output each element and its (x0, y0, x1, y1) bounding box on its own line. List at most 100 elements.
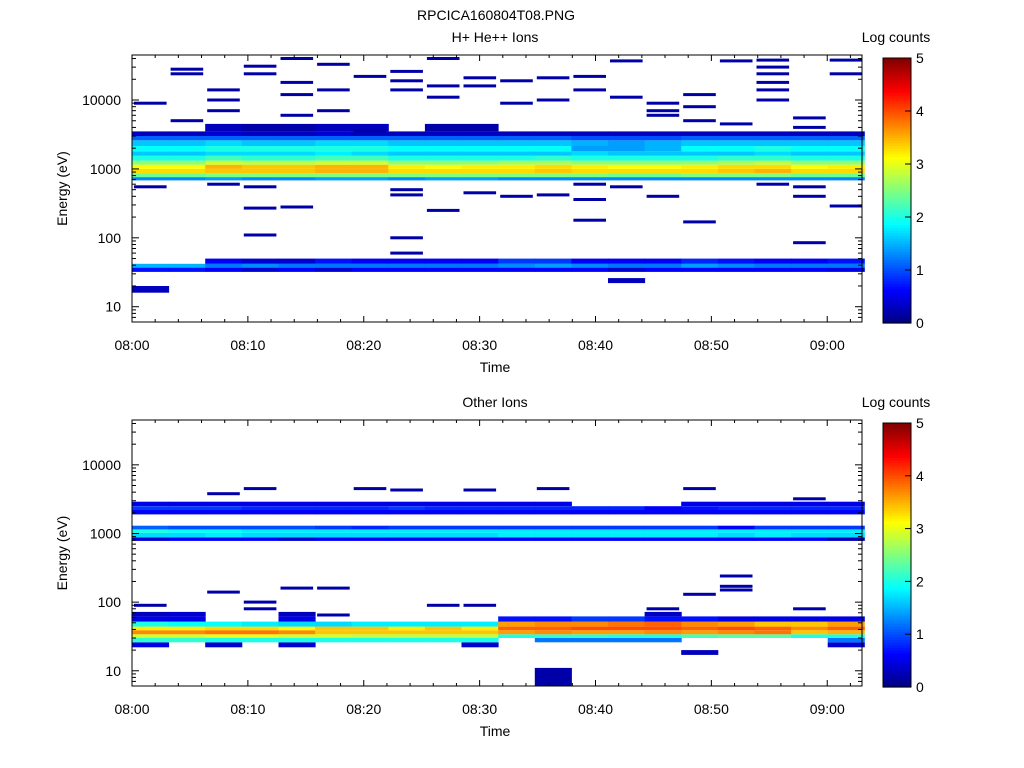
heatmap-cell (754, 263, 792, 268)
x-tick-label: 08:30 (462, 337, 497, 353)
heatmap-cell (168, 173, 206, 178)
heatmap-cell (754, 177, 792, 181)
heatmap-cell (241, 267, 279, 272)
colorbar-swatch (883, 164, 911, 168)
heatmap-cell (717, 177, 755, 181)
heatmap-cells (132, 487, 865, 686)
heatmap-cell (754, 506, 792, 510)
heatmap-cell (498, 267, 536, 272)
heatmap-cell (534, 258, 572, 264)
heatmap-cell (388, 634, 426, 638)
sparse-count-mark (243, 64, 277, 68)
sparse-count-mark (243, 607, 277, 611)
heatmap-cell (168, 164, 206, 169)
colorbar-swatch (883, 647, 911, 651)
heatmap-cell (241, 537, 279, 541)
sparse-count-mark (573, 182, 606, 186)
heatmap-cell (681, 626, 719, 631)
sparse-count-mark (829, 204, 863, 208)
heatmap-cell (644, 263, 682, 268)
heatmap-cell (681, 616, 719, 622)
colorbar-swatch (883, 277, 911, 282)
colorbar-swatch (883, 560, 911, 564)
heatmap-cell (424, 532, 462, 538)
colorbar-swatch (883, 206, 911, 210)
heatmap-cell (205, 258, 243, 264)
colorbar-swatch (883, 256, 911, 260)
heatmap-cell (315, 630, 353, 635)
colorbar-swatch (883, 613, 911, 617)
colorbar-swatch (883, 63, 911, 67)
heatmap-cell (644, 510, 682, 515)
colorbar-swatch (883, 169, 911, 173)
heatmap-cell (534, 146, 572, 152)
heatmap-cell (644, 630, 682, 635)
sparse-count-mark (573, 198, 606, 201)
heatmap-cell (681, 510, 719, 515)
heatmap-cell (717, 510, 755, 515)
heatmap-cell (132, 286, 170, 293)
heatmap-cell (424, 626, 462, 631)
colorbar-swatch (883, 150, 911, 154)
heatmap-cell (241, 123, 279, 132)
heatmap-cell (754, 501, 792, 507)
sparse-count-mark (280, 586, 314, 590)
heatmap-cell (315, 258, 353, 264)
heatmap-cell (827, 258, 865, 264)
colorbar-swatch (883, 510, 911, 514)
heatmap-cell (278, 136, 316, 141)
colorbar-swatch (883, 525, 911, 530)
heatmap-cell (791, 155, 829, 161)
sparse-count-mark (390, 88, 423, 92)
heatmap-cell (351, 501, 389, 507)
colorbar-frame (882, 57, 912, 324)
sparse-count-mark (536, 98, 570, 102)
colorbar-swatch (883, 544, 911, 548)
heatmap-cell (498, 510, 536, 515)
heatmap-cell (132, 131, 170, 136)
heatmap-cell (827, 621, 865, 627)
heatmap-cell (681, 136, 719, 141)
colorbar-swatch (883, 108, 911, 112)
colorbar-swatch (883, 504, 911, 509)
colorbar-swatch (883, 679, 911, 683)
colorbar-tick-label: 3 (916, 521, 924, 537)
heatmap-cell (241, 177, 279, 181)
sparse-count-mark (463, 603, 497, 607)
heatmap-cell (644, 537, 682, 541)
heatmap-cell (205, 267, 243, 272)
sparse-count-mark (756, 98, 790, 102)
heatmap-cell (388, 501, 426, 507)
sparse-count-mark (829, 58, 863, 62)
colorbar-swatch (883, 166, 911, 170)
heatmap-cell (278, 529, 316, 533)
colorbar-swatch (883, 246, 911, 250)
heatmap-cell (534, 155, 572, 161)
heatmap-cell (608, 164, 646, 169)
heatmap-cell (717, 626, 755, 631)
heatmap-cell (388, 173, 426, 178)
colorbar-swatch (883, 533, 911, 538)
heatmap-cell (791, 529, 829, 533)
colorbar-swatch (883, 642, 911, 646)
colorbar-swatch (883, 562, 911, 567)
colorbar-swatch (883, 578, 911, 582)
heatmap-cell (717, 173, 755, 178)
sparse-count-mark (719, 588, 753, 592)
heatmap-cell (168, 510, 206, 515)
y-axis-label: Energy (eV) (54, 516, 70, 591)
heatmap-cell (241, 160, 279, 165)
heatmap-cell (388, 532, 426, 538)
colorbar-swatch (883, 657, 911, 662)
heatmap-cell (351, 177, 389, 181)
heatmap-cell (681, 168, 719, 174)
sparse-count-mark (426, 57, 460, 60)
heatmap-cell (608, 160, 646, 165)
colorbar-swatch (883, 201, 911, 205)
colorbar-swatch (883, 589, 911, 593)
y-tick-label: 100 (98, 230, 122, 246)
heatmap-cell (205, 626, 243, 631)
heatmap-cell (205, 537, 243, 541)
colorbar-swatch (883, 111, 911, 115)
heatmap-cell (315, 123, 353, 132)
